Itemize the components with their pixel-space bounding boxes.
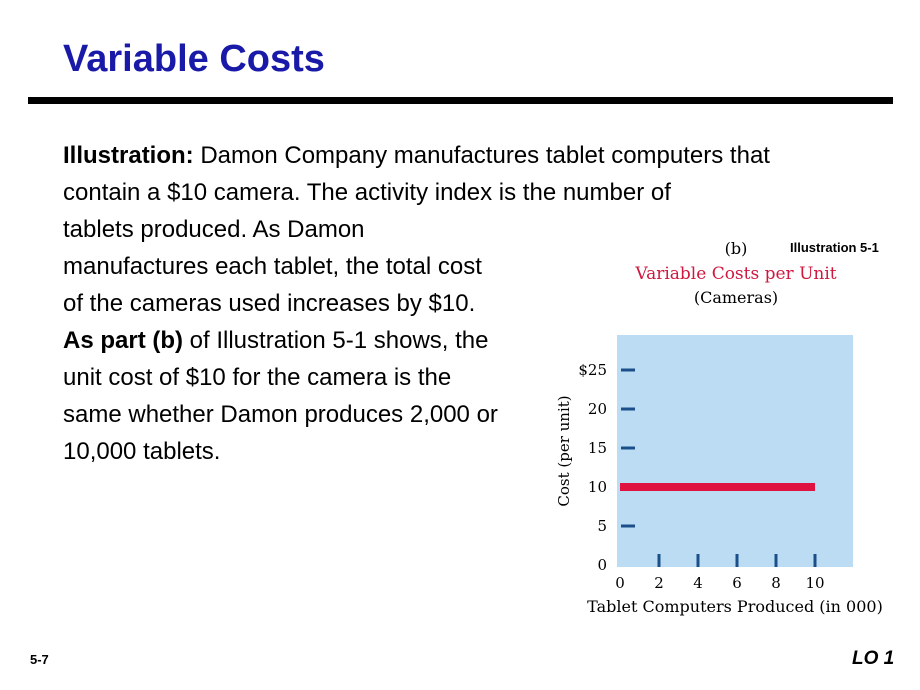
body-line: unit cost of $10 for the camera is the bbox=[63, 359, 843, 396]
body-line: contain a $10 camera. The activity index… bbox=[63, 174, 843, 211]
x-tick-mark bbox=[735, 554, 739, 567]
body-bold: As part (b) bbox=[63, 327, 183, 354]
x-tick-label: 10 bbox=[805, 574, 824, 592]
body-line: 10,000 tablets. bbox=[63, 433, 843, 470]
x-tick-label: 8 bbox=[771, 574, 781, 592]
body-line-text: Damon Company manufactures tablet comput… bbox=[193, 142, 770, 169]
data-series bbox=[620, 483, 815, 491]
y-tick-label: 10 bbox=[588, 478, 607, 496]
chart-part-label: (b) bbox=[725, 239, 748, 258]
body-line-text: same whether Damon produces 2,000 or bbox=[63, 401, 498, 428]
body-line-text: of Illustration 5-1 shows, the bbox=[183, 327, 489, 354]
y-tick-mark bbox=[621, 368, 635, 372]
x-tick-mark bbox=[696, 554, 700, 567]
body-line-text: contain a $10 camera. The activity index… bbox=[63, 179, 671, 206]
y-tick-label: $25 bbox=[578, 361, 607, 379]
body-line-text: tablets produced. As Damon bbox=[63, 216, 365, 243]
body-line: same whether Damon produces 2,000 or bbox=[63, 396, 843, 433]
y-tick-label: 0 bbox=[597, 556, 607, 574]
x-tick-label: 0 bbox=[615, 574, 625, 592]
x-tick-mark bbox=[813, 554, 817, 567]
body-line-text: manufactures each tablet, the total cost bbox=[63, 253, 482, 280]
body-line: manufactures each tablet, the total cost bbox=[63, 248, 843, 285]
chart-subtitle: (Cameras) bbox=[694, 288, 778, 307]
x-axis: 0 2 4 6 8 10 bbox=[615, 554, 825, 592]
illustration-reference: Illustration 5-1 bbox=[790, 240, 879, 255]
x-tick-label: 4 bbox=[693, 574, 703, 592]
unit-cost-bar bbox=[620, 483, 815, 491]
body-line: Illustration: Damon Company manufactures… bbox=[63, 137, 843, 174]
body-text: Illustration: Damon Company manufactures… bbox=[63, 137, 843, 470]
plot-area bbox=[617, 335, 853, 567]
y-tick-mark bbox=[621, 407, 635, 411]
body-line-text: 10,000 tablets. bbox=[63, 438, 221, 465]
unit-cost-chart: (b) Variable Costs per Unit (Cameras) 0 5… bbox=[555, 239, 883, 616]
y-tick-label: 15 bbox=[588, 439, 607, 457]
y-axis-label: Cost (per unit) bbox=[555, 395, 573, 506]
body-line-text: of the cameras used increases by $10. bbox=[63, 290, 476, 317]
title-divider bbox=[28, 97, 893, 104]
page-number: 5-7 bbox=[30, 652, 49, 667]
y-tick-label: 5 bbox=[597, 517, 607, 535]
x-axis-label: Tablet Computers Produced (in 000) bbox=[587, 597, 883, 616]
body-line: As part (b) of Illustration 5-1 shows, t… bbox=[63, 322, 843, 359]
y-axis: 0 5 10 15 20 $25 bbox=[578, 361, 635, 574]
x-tick-mark bbox=[657, 554, 661, 567]
x-tick-label: 2 bbox=[654, 574, 664, 592]
body-line: of the cameras used increases by $10. bbox=[63, 285, 843, 322]
x-tick-label: 6 bbox=[732, 574, 742, 592]
y-tick-label: 20 bbox=[588, 400, 607, 418]
chart-title: Variable Costs per Unit bbox=[634, 264, 836, 284]
learning-objective-label: LO 1 bbox=[852, 648, 895, 669]
y-tick-mark bbox=[621, 524, 635, 528]
body-line: tablets produced. As Damon bbox=[63, 211, 843, 248]
body-bold: Illustration: bbox=[63, 142, 194, 169]
y-tick-mark bbox=[621, 446, 635, 450]
slide-title: Variable Costs bbox=[63, 38, 325, 80]
x-tick-mark bbox=[774, 554, 778, 567]
body-line-text: unit cost of $10 for the camera is the bbox=[63, 364, 452, 391]
